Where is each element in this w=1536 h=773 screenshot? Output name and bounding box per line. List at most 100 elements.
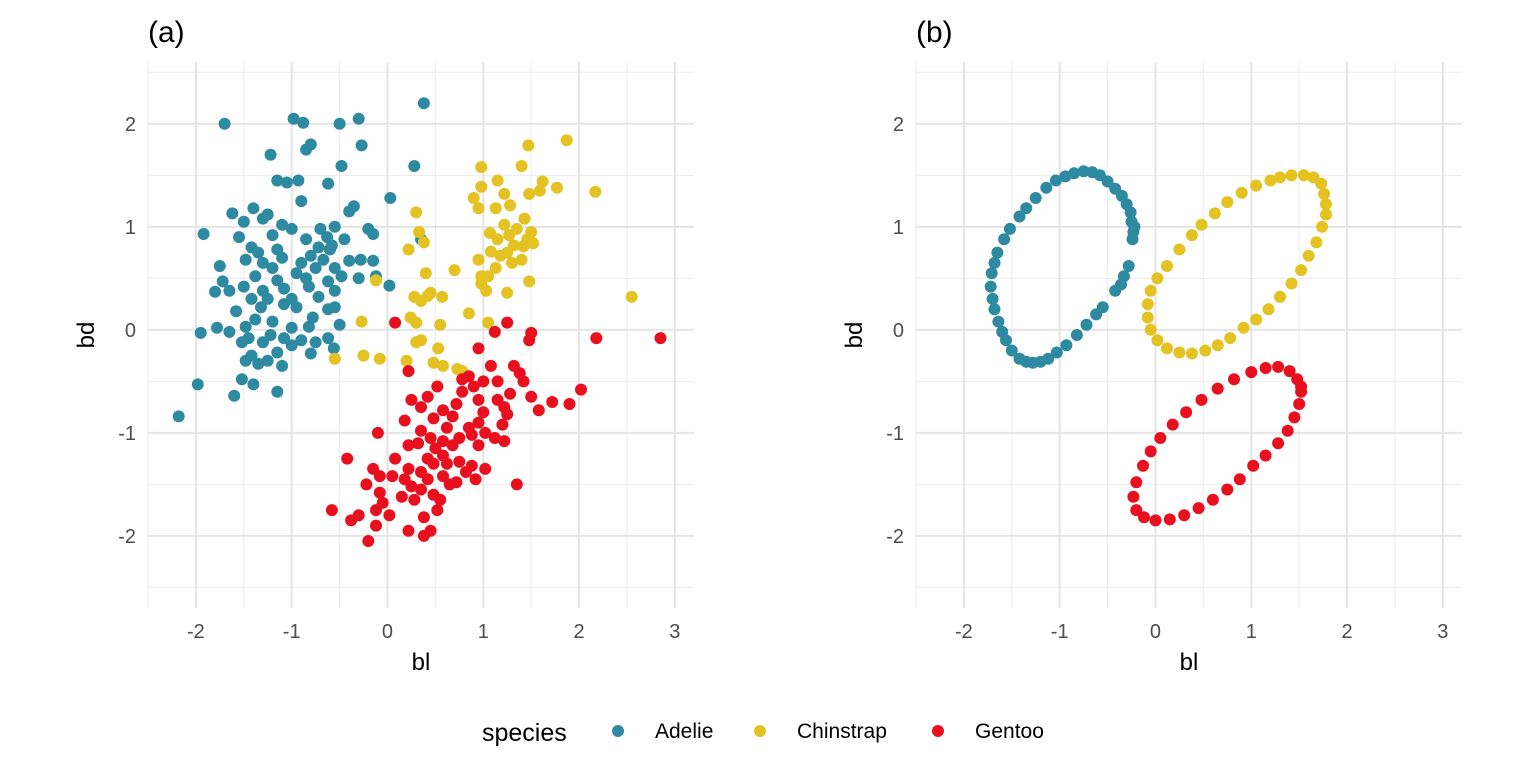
point-gentoo — [1283, 365, 1296, 378]
point-adelie — [237, 215, 250, 228]
point-adelie — [287, 112, 300, 125]
point-gentoo — [546, 396, 559, 408]
point-adelie — [352, 272, 365, 285]
point-adelie — [256, 256, 269, 269]
point-adelie — [191, 378, 204, 391]
point-adelie — [239, 253, 252, 266]
point-adelie — [228, 389, 241, 402]
point-gentoo — [532, 404, 545, 417]
point-chinstrap — [489, 202, 502, 215]
x-tick-label: 0 — [382, 621, 393, 643]
point-adelie — [292, 174, 305, 187]
point-gentoo — [456, 373, 469, 386]
point-adelie — [304, 347, 317, 360]
legend-key-adelie — [612, 725, 624, 737]
point-gentoo — [472, 342, 485, 355]
x-axis-title: bl — [1180, 649, 1199, 676]
point-gentoo — [1149, 514, 1162, 527]
point-adelie — [237, 280, 250, 293]
point-gentoo — [477, 406, 490, 419]
point-chinstrap — [1274, 290, 1286, 303]
point-chinstrap — [523, 187, 536, 200]
point-adelie — [347, 200, 360, 213]
legend-title: species — [482, 719, 567, 747]
point-adelie — [1070, 329, 1083, 341]
point-adelie — [324, 243, 336, 256]
x-tick-label: -1 — [283, 621, 301, 643]
point-gentoo — [523, 334, 536, 347]
point-gentoo — [415, 424, 427, 437]
point-gentoo — [431, 380, 444, 393]
point-chinstrap — [484, 245, 497, 258]
y-tick-label: 2 — [893, 114, 904, 136]
x-axis-title: bl — [412, 649, 431, 676]
point-gentoo — [525, 390, 538, 403]
point-chinstrap — [410, 316, 423, 329]
point-adelie — [986, 292, 999, 305]
point-chinstrap — [1295, 264, 1308, 277]
point-adelie — [309, 262, 322, 274]
point-gentoo — [434, 493, 447, 506]
y-axis-title: bd — [73, 322, 100, 349]
point-adelie — [335, 270, 348, 283]
point-adelie — [247, 202, 260, 215]
point-gentoo — [427, 457, 440, 470]
point-gentoo — [440, 421, 453, 434]
point-adelie — [226, 207, 239, 220]
y-tick-label: -2 — [886, 526, 904, 548]
point-adelie — [223, 284, 236, 297]
point-chinstrap — [1318, 187, 1331, 200]
series-gentoo — [1127, 360, 1308, 527]
point-gentoo — [1166, 418, 1179, 431]
point-chinstrap — [533, 184, 546, 197]
point-chinstrap — [489, 262, 502, 274]
point-gentoo — [479, 426, 492, 439]
point-gentoo — [517, 375, 530, 388]
point-gentoo — [1259, 449, 1272, 462]
point-gentoo — [1130, 504, 1143, 517]
point-gentoo — [417, 511, 430, 524]
point-adelie — [256, 336, 269, 349]
point-adelie — [1126, 233, 1139, 246]
point-gentoo — [488, 325, 501, 338]
point-adelie — [1013, 352, 1026, 365]
point-chinstrap — [503, 229, 516, 242]
point-adelie — [256, 212, 269, 225]
point-chinstrap — [1144, 323, 1157, 336]
point-gentoo — [467, 380, 480, 393]
point-adelie — [297, 116, 310, 129]
point-adelie — [266, 262, 279, 274]
point-chinstrap — [498, 187, 511, 200]
point-adelie — [355, 139, 368, 152]
point-adelie — [266, 315, 279, 328]
point-adelie — [290, 267, 303, 280]
point-gentoo — [491, 375, 504, 388]
point-adelie — [235, 336, 248, 349]
point-adelie — [985, 267, 998, 280]
point-gentoo — [1178, 509, 1191, 522]
point-gentoo — [1245, 366, 1258, 379]
point-chinstrap — [480, 284, 493, 297]
point-chinstrap — [551, 181, 563, 194]
point-gentoo — [456, 385, 469, 398]
panel-title: (b) — [916, 16, 953, 49]
point-chinstrap — [1316, 220, 1329, 233]
point-adelie — [271, 385, 284, 398]
point-adelie — [988, 303, 1001, 316]
point-adelie — [354, 253, 367, 266]
point-chinstrap — [504, 199, 517, 212]
point-gentoo — [408, 493, 421, 506]
point-chinstrap — [475, 180, 488, 193]
point-chinstrap — [491, 233, 504, 246]
point-chinstrap — [373, 352, 386, 365]
point-gentoo — [429, 442, 442, 455]
point-adelie — [367, 254, 380, 267]
point-adelie — [1049, 174, 1062, 187]
point-adelie — [197, 228, 210, 240]
point-gentoo — [415, 401, 427, 414]
point-adelie — [239, 320, 252, 333]
point-chinstrap — [1297, 169, 1310, 182]
x-tick-label: 1 — [1246, 621, 1257, 643]
point-adelie — [1005, 344, 1018, 357]
point-chinstrap — [1173, 243, 1186, 256]
